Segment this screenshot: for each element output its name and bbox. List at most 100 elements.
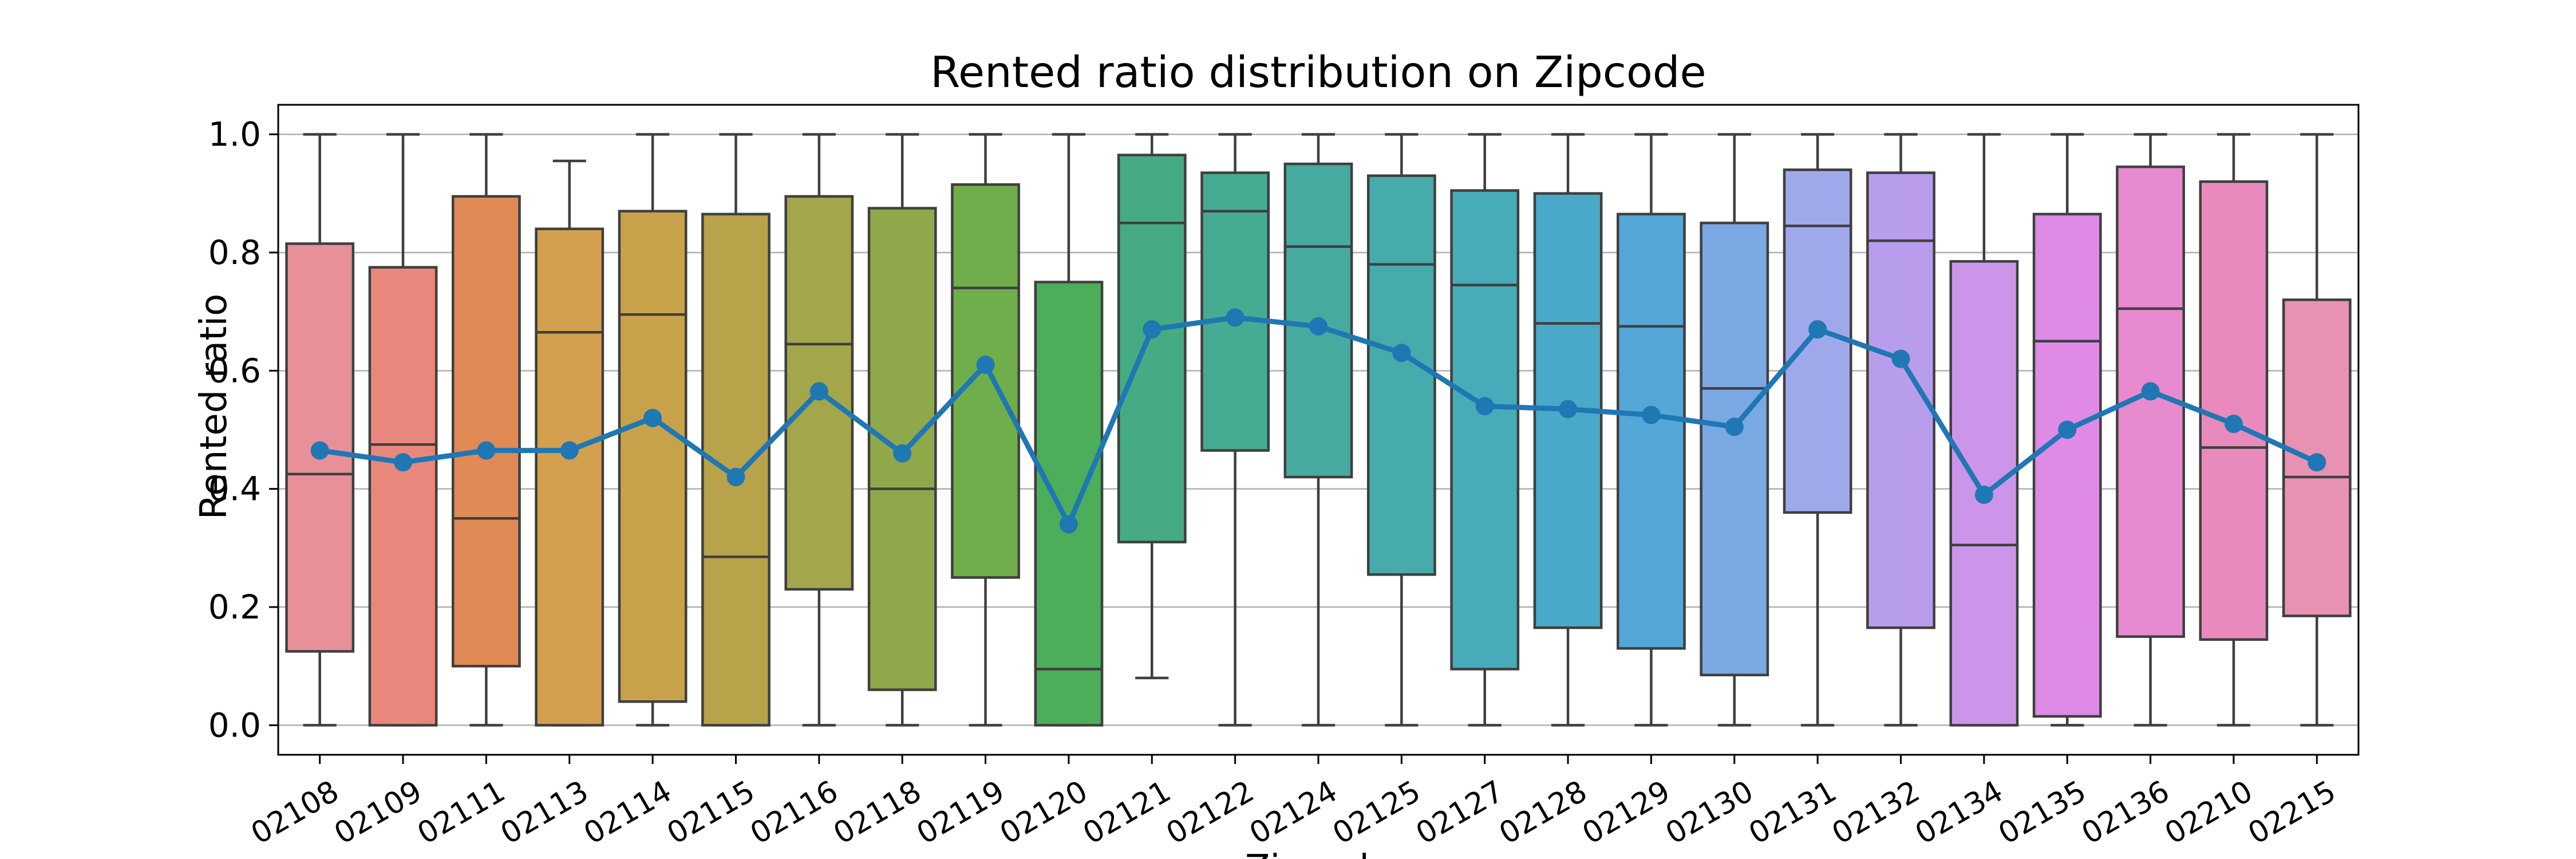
x-tick-label-02113: 02113: [495, 774, 594, 852]
x-axis-label: Zipcode: [1245, 848, 1392, 859]
series-point-02108: [310, 441, 329, 460]
box-02115: [701, 133, 771, 727]
box-02134: [1949, 133, 2019, 727]
series-point-02113: [560, 441, 579, 460]
box-02108: [285, 133, 355, 727]
series-point-02114: [643, 408, 662, 427]
x-tick-label-02127: 02127: [1411, 774, 1510, 852]
series-point-02109: [394, 453, 413, 472]
iqr-box: [1866, 171, 1935, 629]
series-point-02215: [2308, 453, 2326, 472]
series-point-02124: [1309, 317, 1327, 336]
y-tick-label-3: 0.6: [208, 351, 261, 390]
box-02114: [618, 133, 688, 727]
series-point-02210: [2224, 415, 2243, 434]
series-point-02115: [726, 468, 745, 487]
x-tick-label-02122: 02122: [1161, 774, 1260, 852]
box-02116: [784, 133, 854, 727]
x-tick-label-02130: 02130: [1660, 774, 1759, 852]
iqr-box: [368, 266, 438, 727]
line-series-layer: [310, 308, 2326, 534]
y-tick-label-4: 0.8: [208, 233, 261, 272]
box-02111: [452, 133, 521, 727]
x-tick-label-02118: 02118: [828, 774, 927, 852]
series-point-02122: [1226, 308, 1244, 327]
box-02132: [1866, 133, 1935, 727]
box-02128: [1533, 133, 1603, 727]
box-02109: [368, 133, 438, 727]
series-point-02118: [893, 444, 912, 463]
x-tick-label-02120: 02120: [994, 774, 1093, 852]
box-02124: [1283, 133, 1353, 727]
series-point-02129: [1642, 405, 1661, 424]
x-tick-label-02131: 02131: [1743, 774, 1842, 852]
y-tick-label-5: 1.0: [208, 115, 261, 154]
x-tick-label-02125: 02125: [1327, 774, 1426, 852]
x-tick-label-02115: 02115: [662, 774, 761, 852]
box-02119: [951, 133, 1020, 727]
boxplot-layer: [285, 133, 2352, 727]
box-02113: [535, 159, 605, 727]
iqr-box: [951, 183, 1020, 579]
iqr-box: [1783, 168, 1852, 514]
box-02136: [2116, 133, 2185, 727]
iqr-box: [452, 195, 521, 668]
x-tick-label-02128: 02128: [1494, 774, 1593, 852]
x-tick-label-02121: 02121: [1077, 774, 1176, 852]
x-tick-label-02111: 02111: [412, 774, 511, 852]
iqr-box: [1949, 260, 2019, 727]
x-tick-label-02108: 02108: [246, 774, 345, 852]
series-point-02136: [2141, 382, 2160, 401]
box-02129: [1617, 133, 1686, 727]
x-tick-label-02135: 02135: [1993, 774, 2092, 852]
box-02125: [1366, 133, 1436, 727]
series-point-02127: [1475, 397, 1494, 416]
series-point-02125: [1392, 344, 1411, 362]
x-tick-label-02132: 02132: [1827, 774, 1926, 852]
box-02120: [1034, 133, 1104, 727]
series-point-02134: [1974, 486, 1993, 504]
series-point-02130: [1725, 417, 1744, 436]
iqr-box: [1034, 281, 1104, 727]
x-tick-label-02136: 02136: [2076, 774, 2175, 852]
iqr-box: [1450, 189, 1520, 671]
iqr-box: [1617, 212, 1686, 650]
box-02130: [1700, 133, 1769, 727]
box-02131: [1783, 133, 1852, 727]
box-02122: [1200, 133, 1270, 727]
x-tick-label-02134: 02134: [1910, 774, 2009, 852]
box-02127: [1450, 133, 1520, 727]
x-tick-label-02210: 02210: [2159, 774, 2258, 852]
iqr-box: [535, 227, 605, 727]
iqr-box: [1117, 153, 1187, 543]
box-02215: [2282, 133, 2352, 727]
x-tick-label-02129: 02129: [1577, 774, 1676, 852]
y-axis-label: Rented ratio: [193, 294, 235, 520]
iqr-box: [2032, 212, 2102, 718]
x-tick-label-02114: 02114: [578, 774, 677, 852]
x-tick-label-02109: 02109: [329, 774, 428, 852]
x-tick-label-02119: 02119: [911, 774, 1010, 852]
series-point-02120: [1059, 515, 1078, 534]
iqr-box: [1366, 174, 1436, 576]
x-tick-label-02215: 02215: [2242, 774, 2341, 852]
series-point-02111: [477, 441, 496, 460]
y-tick-label-2: 0.4: [208, 470, 261, 509]
x-tick-label-02124: 02124: [1244, 774, 1343, 852]
y-tick-label-0: 0.0: [208, 706, 261, 744]
series-point-02121: [1143, 320, 1161, 339]
series-point-02135: [2058, 420, 2077, 439]
series-point-02116: [809, 382, 828, 401]
x-tick-label-02116: 02116: [745, 774, 844, 852]
box-02135: [2032, 133, 2102, 727]
iqr-box: [618, 210, 688, 703]
iqr-box: [2199, 180, 2269, 641]
series-point-02119: [976, 356, 995, 374]
iqr-box: [1700, 222, 1769, 676]
chart-title: Rented ratio distribution on Zipcode: [930, 47, 1706, 97]
series-point-02131: [1808, 320, 1827, 339]
y-tick-label-1: 0.2: [208, 588, 261, 626]
series-point-02132: [1891, 349, 1910, 368]
